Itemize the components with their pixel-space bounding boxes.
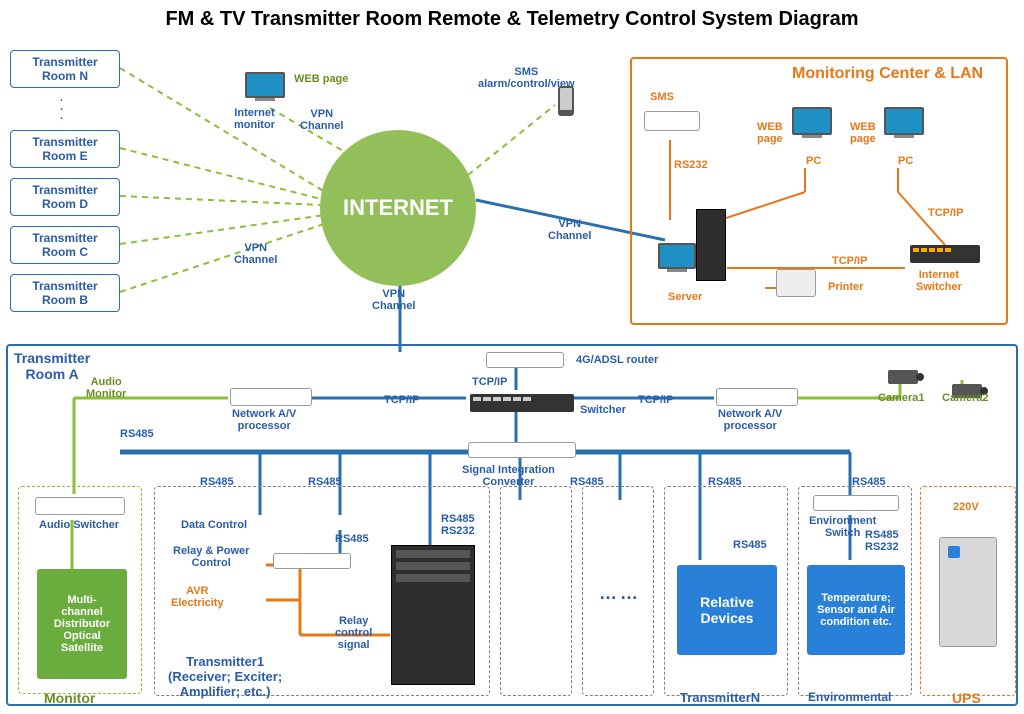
internet-monitor-device	[240, 72, 290, 101]
audio-switcher-label: Audio Switcher	[39, 519, 119, 531]
multi-channel-box: Multi- channel Distributor Optical Satel…	[37, 569, 127, 679]
nav-proc-2-label: Network A/V processor	[718, 408, 782, 432]
transmitter1-rack	[391, 545, 475, 685]
diagram-title: FM & TV Transmitter Room Remote & Teleme…	[0, 8, 1024, 31]
relative-devices-box: Relative Devices	[677, 565, 777, 655]
audio-switcher-device	[35, 497, 125, 515]
ups-device	[939, 537, 997, 647]
monitoring-center-panel: Monitoring Center & LAN SMS RS232 WEB pa…	[630, 57, 1008, 325]
relay-power-label: Relay & Power Control	[173, 545, 249, 569]
mon-sms-label: SMS	[650, 91, 674, 103]
mon-pc1-label: PC	[806, 155, 821, 167]
camera2-label: Camera2	[942, 392, 988, 404]
relay-ctrl-label: Relay control signal	[335, 615, 372, 651]
audio-monitor-label: Audio Monitor	[86, 376, 126, 400]
vpn-channel-label-2: VPN Channel	[234, 242, 277, 266]
transmitterN-label: TransmitterN	[680, 690, 760, 705]
mon-printer-label: Printer	[828, 281, 863, 293]
rs485-left: RS485	[120, 428, 154, 440]
mon-pc2	[884, 107, 924, 138]
environmental-label: Environmental	[808, 690, 891, 704]
transmitter-room-box-2: Transmitter Room D	[10, 178, 120, 216]
rs485-rs232-label: RS485 RS232	[441, 513, 475, 537]
room-a-title: Transmitter Room A	[14, 350, 90, 382]
transmitterN-group: RS485 Relative Devices	[664, 486, 788, 696]
monitor-group: Audio Switcher Multi- channel Distributo…	[18, 486, 142, 694]
env-switch-device	[813, 495, 899, 511]
mon-server-rack	[696, 209, 726, 281]
dashed-group-1	[500, 486, 572, 696]
sms-modem-device	[644, 111, 700, 131]
mon-web1-label: WEB page	[757, 121, 783, 145]
internet-node: INTERNET	[320, 130, 476, 286]
router-label: 4G/ADSL router	[576, 354, 658, 366]
sig-int-device	[468, 442, 576, 458]
sig-int-label: Signal Integration Converter	[462, 464, 555, 488]
environmental-group: Environment Switch RS485 RS232 Temperatu…	[798, 486, 912, 696]
room-a-panel: Transmitter Room A Audio Monitor Network…	[6, 344, 1018, 706]
dots: ……	[599, 583, 641, 604]
internet-label: INTERNET	[343, 195, 453, 221]
data-control-label: Data Control	[181, 519, 247, 531]
router-device	[486, 352, 564, 368]
vpn-channel-label-3: VPN Channel	[372, 288, 415, 312]
env-rs485-rs232: RS485 RS232	[865, 529, 899, 553]
nav-proc-1-label: Network A/V processor	[232, 408, 296, 432]
mon-web2-label: WEB page	[850, 121, 876, 145]
rooms-ellipsis: ...	[60, 94, 63, 121]
transmitter-room-box-4: Transmitter Room B	[10, 274, 120, 312]
avr-label: AVR Electricity	[171, 585, 224, 609]
nav-proc-2	[716, 388, 798, 406]
v220-label: 220V	[953, 501, 979, 513]
camera1-icon	[888, 370, 918, 384]
relative-devices-label: Relative Devices	[700, 594, 754, 626]
mon-pc2-label: PC	[898, 155, 913, 167]
ups-group: 220V	[920, 486, 1016, 696]
rs485-tn: RS485	[733, 539, 767, 551]
mon-rs232-label: RS232	[674, 159, 708, 171]
temp-sensor-box: Temperature; Sensor and Air condition et…	[807, 565, 905, 655]
tcpip-1: TCP/IP	[384, 394, 419, 406]
transmitter-room-box-3: Transmitter Room C	[10, 226, 120, 264]
vpn-channel-label-4: VPN Channel	[548, 218, 591, 242]
web-page-label: WEB page	[294, 73, 348, 85]
transmitter1-label: Transmitter1 (Receiver; Exciter; Amplifi…	[168, 654, 282, 699]
phone-icon	[558, 86, 574, 116]
switcher-device	[470, 394, 574, 412]
vpn-channel-label-1: VPN Channel	[300, 108, 343, 132]
tcpip-2: TCP/IP	[472, 376, 507, 388]
ups-label: UPS	[952, 690, 981, 706]
camera1-label: Camera1	[878, 392, 924, 404]
mon-server-screen	[658, 243, 696, 272]
mon-tcpip1-label: TCP/IP	[928, 207, 963, 219]
tcpip-3: TCP/IP	[638, 394, 673, 406]
switcher-label: Switcher	[580, 404, 626, 416]
internet-monitor-label: Internet monitor	[234, 107, 275, 131]
temp-sensor-label: Temperature; Sensor and Air condition et…	[817, 592, 895, 628]
mon-tcpip2-label: TCP/IP	[832, 255, 867, 267]
relay-device	[273, 553, 351, 569]
nav-proc-1	[230, 388, 312, 406]
transmitter-room-box-0: Transmitter Room N	[10, 50, 120, 88]
monitoring-center-title: Monitoring Center & LAN	[792, 65, 983, 83]
dashed-group-2: ……	[582, 486, 654, 696]
mon-switcher-device	[910, 245, 980, 263]
mon-iswitcher-label: Internet Switcher	[916, 269, 962, 293]
rs485-mid: RS485	[335, 533, 369, 545]
monitor-group-label: Monitor	[44, 690, 95, 706]
transmitter-room-box-1: Transmitter Room E	[10, 130, 120, 168]
mon-printer	[776, 269, 816, 297]
multi-channel-label: Multi- channel Distributor Optical Satel…	[54, 594, 110, 654]
mon-server-label: Server	[668, 291, 702, 303]
mon-pc1	[792, 107, 832, 138]
